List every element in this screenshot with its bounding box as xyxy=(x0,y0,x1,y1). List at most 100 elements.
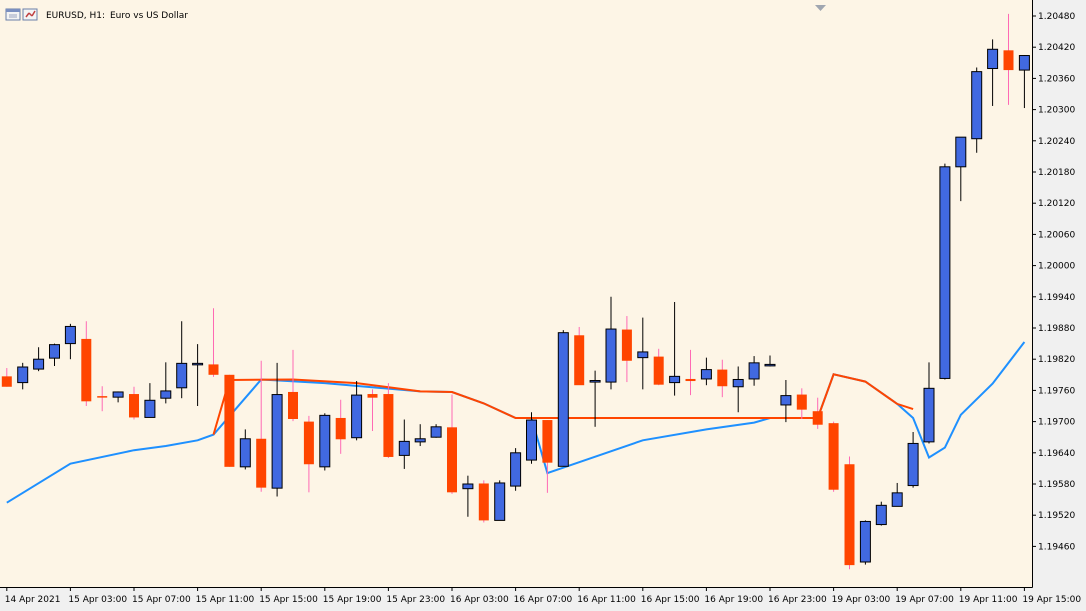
time-tick-label: 19 Apr 11:00 xyxy=(959,595,1018,605)
time-tick-label: 15 Apr 07:00 xyxy=(132,595,191,605)
candle-body xyxy=(224,374,235,467)
candle xyxy=(907,432,919,488)
scroll-marker-icon[interactable] xyxy=(815,5,826,11)
candle-body xyxy=(1003,50,1014,71)
candle xyxy=(81,321,92,406)
candle xyxy=(844,456,855,570)
candle xyxy=(859,520,871,565)
candle xyxy=(637,317,649,390)
candle xyxy=(462,475,474,517)
candle-body xyxy=(875,504,887,526)
candle xyxy=(875,501,887,526)
candle xyxy=(303,415,314,493)
chart-window-icon xyxy=(5,8,21,21)
candle xyxy=(764,355,776,367)
candle xyxy=(812,397,823,429)
candle-body xyxy=(112,391,124,398)
price-tick-label: 1.19580 xyxy=(1038,480,1075,490)
candle-body xyxy=(796,394,807,410)
price-tick-label: 1.19880 xyxy=(1038,324,1075,334)
price-tick-label: 1.20120 xyxy=(1038,199,1075,209)
candle xyxy=(319,413,331,471)
price-tick-label: 1.20180 xyxy=(1038,168,1075,178)
candle-body xyxy=(557,332,569,467)
time-tick-label: 16 Apr 19:00 xyxy=(704,595,763,605)
candle xyxy=(1018,55,1030,109)
candle-body xyxy=(494,482,506,521)
candle-body xyxy=(462,483,474,490)
price-tick-label: 1.19940 xyxy=(1038,293,1075,303)
price-tick-label: 1.20000 xyxy=(1038,262,1075,272)
candle-body xyxy=(780,395,792,406)
candle-body xyxy=(510,452,522,487)
candle-body xyxy=(208,364,219,375)
price-tick-label: 1.20060 xyxy=(1038,230,1075,240)
candle xyxy=(288,349,298,422)
price-axis[interactable]: 1.20480 1.20420 1.20360 1.20300 1.20240 1.201… xyxy=(1032,0,1075,588)
indicator-lines xyxy=(6,341,1026,504)
candle-body xyxy=(844,464,855,566)
chart-title: EURUSD, H1: Euro vs US Dollar xyxy=(5,8,188,21)
time-tick-label: 16 Apr 03:00 xyxy=(450,595,509,605)
candle xyxy=(478,480,489,523)
candle-body xyxy=(144,399,156,418)
candle-body xyxy=(129,394,139,418)
candle xyxy=(542,420,553,493)
candle-body xyxy=(605,328,617,383)
candle xyxy=(208,308,219,377)
indicator-line-2 xyxy=(212,373,914,435)
candle-body xyxy=(239,438,251,468)
candle xyxy=(557,330,569,467)
candle-body xyxy=(1018,55,1030,71)
plot-area[interactable] xyxy=(0,0,1032,587)
time-tick-label: 15 Apr 23:00 xyxy=(386,595,445,605)
candle xyxy=(33,347,45,372)
candle-body xyxy=(414,438,426,443)
candle xyxy=(494,480,506,521)
candle-body xyxy=(828,423,839,490)
candle-body xyxy=(764,363,776,367)
candle xyxy=(351,381,363,441)
time-tick-label: 14 Apr 2021 xyxy=(5,595,61,605)
candle-body xyxy=(621,329,632,361)
candle xyxy=(574,326,585,386)
candle-body xyxy=(748,362,760,380)
price-tick-label: 1.19640 xyxy=(1038,449,1075,459)
candle-body xyxy=(351,394,363,439)
candle xyxy=(367,389,378,431)
candle xyxy=(224,374,235,467)
candle xyxy=(526,412,537,464)
time-axis[interactable]: 14 Apr 2021 15 Apr 03:00 15 Apr 07:00 15 Ap… xyxy=(0,587,1081,605)
price-tick-label: 1.20420 xyxy=(1038,43,1075,53)
price-tick-label: 1.19700 xyxy=(1038,418,1075,428)
candle-body xyxy=(49,344,60,359)
candle-body xyxy=(430,426,442,438)
time-tick-label: 16 Apr 07:00 xyxy=(514,595,573,605)
candle xyxy=(780,380,792,423)
chart-symbol-label: EURUSD, H1: xyxy=(46,11,105,21)
candle xyxy=(17,362,29,390)
indicator-line-1 xyxy=(6,341,1026,504)
candle xyxy=(891,482,903,507)
candle-body xyxy=(288,391,298,419)
candle xyxy=(192,344,204,406)
candle-body xyxy=(256,438,267,488)
candle xyxy=(748,356,760,386)
candle-body xyxy=(700,369,712,380)
time-tick-label: 16 Apr 11:00 xyxy=(577,595,636,605)
price-tick-label: 1.20480 xyxy=(1038,12,1075,22)
candle xyxy=(398,419,410,469)
candle-body xyxy=(589,380,601,383)
candle xyxy=(239,429,251,470)
candle-body xyxy=(971,71,983,140)
candle xyxy=(685,349,696,396)
candle-body xyxy=(812,411,823,425)
candle xyxy=(717,359,728,398)
candle-body xyxy=(398,440,410,456)
candle xyxy=(383,383,394,458)
candle-body xyxy=(685,378,696,382)
candle xyxy=(510,448,522,491)
time-tick-label: 16 Apr 23:00 xyxy=(768,595,827,605)
